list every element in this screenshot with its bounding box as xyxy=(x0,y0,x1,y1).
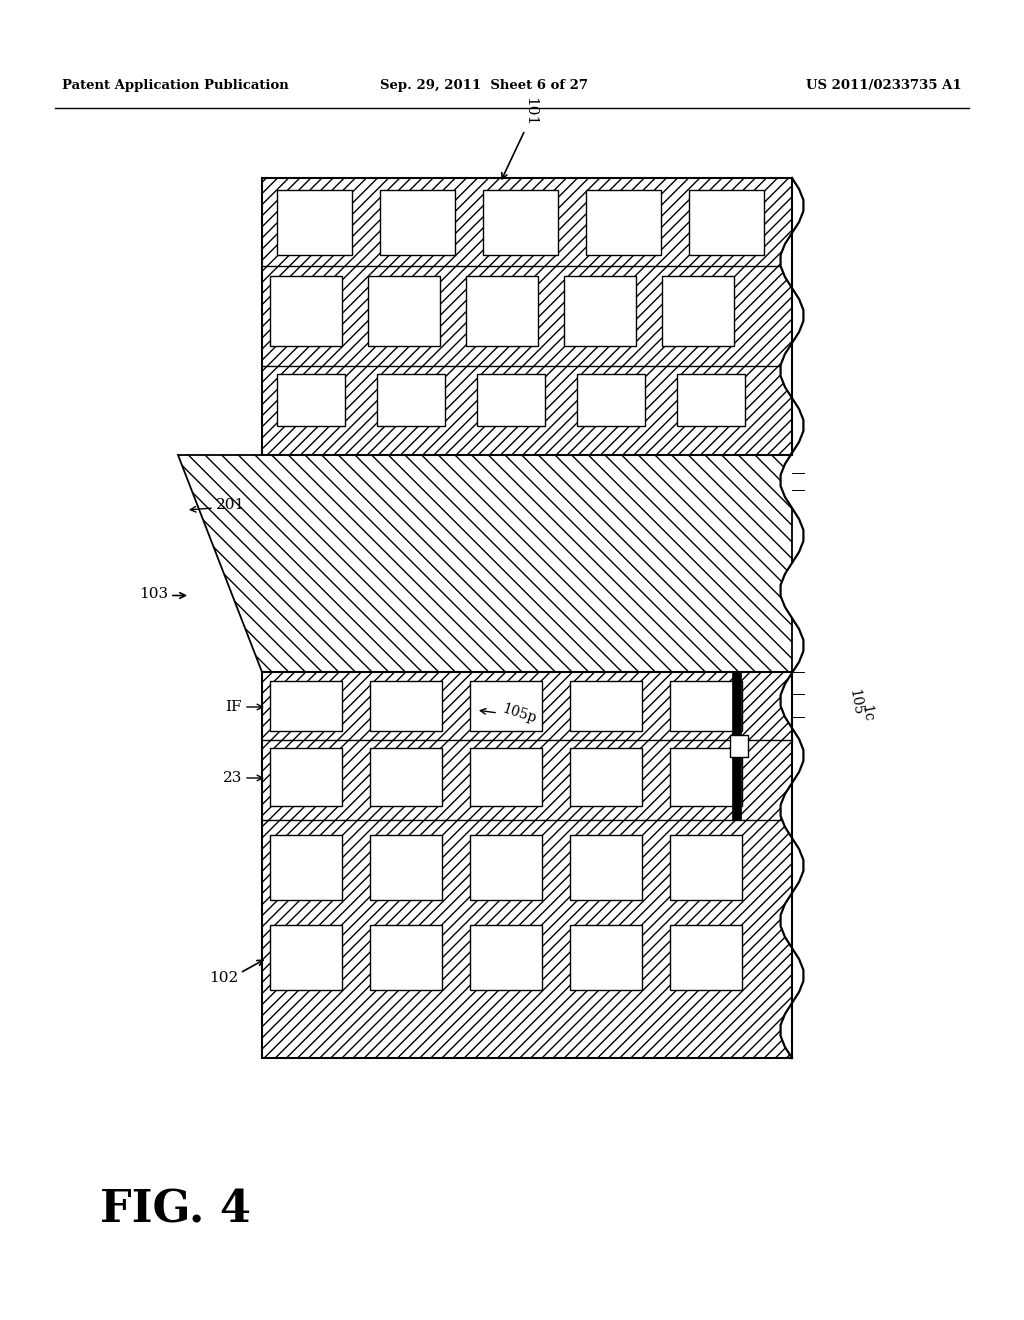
Bar xyxy=(370,836,442,900)
Bar xyxy=(270,836,342,900)
Bar xyxy=(570,925,642,990)
Bar xyxy=(262,672,792,1059)
Text: 1c: 1c xyxy=(858,705,874,723)
Bar xyxy=(570,836,642,900)
Text: 22: 22 xyxy=(809,644,825,664)
Bar xyxy=(470,748,542,807)
Bar xyxy=(262,178,792,455)
Bar xyxy=(466,276,538,346)
Bar xyxy=(670,748,742,807)
Text: 105p: 105p xyxy=(500,702,538,726)
Text: 22ps: 22ps xyxy=(822,659,842,694)
Bar xyxy=(586,190,662,255)
Bar xyxy=(732,672,741,820)
Text: US 2011/0233735 A1: US 2011/0233735 A1 xyxy=(806,78,962,91)
Text: 103: 103 xyxy=(139,586,168,601)
Bar xyxy=(270,748,342,807)
Text: Sep. 29, 2011  Sheet 6 of 27: Sep. 29, 2011 Sheet 6 of 27 xyxy=(380,78,588,91)
Bar xyxy=(689,190,764,255)
Bar xyxy=(380,190,455,255)
Bar xyxy=(470,836,542,900)
Bar xyxy=(670,681,742,731)
Text: Patent Application Publication: Patent Application Publication xyxy=(62,78,289,91)
Text: 202: 202 xyxy=(818,466,837,494)
Polygon shape xyxy=(178,455,792,672)
Text: 101: 101 xyxy=(523,96,537,125)
Bar xyxy=(577,374,645,426)
Text: FIG. 4: FIG. 4 xyxy=(100,1188,251,1232)
Text: 23: 23 xyxy=(222,771,242,785)
Bar xyxy=(270,681,342,731)
Bar xyxy=(677,374,745,426)
Bar xyxy=(270,276,342,346)
Text: 201: 201 xyxy=(216,498,246,512)
Bar xyxy=(370,681,442,731)
Bar xyxy=(662,276,734,346)
Bar xyxy=(564,276,636,346)
Bar xyxy=(368,276,440,346)
Bar xyxy=(370,748,442,807)
Bar xyxy=(370,925,442,990)
Bar xyxy=(477,374,545,426)
Bar xyxy=(483,190,558,255)
Text: 105: 105 xyxy=(846,688,864,717)
Polygon shape xyxy=(780,178,852,1059)
Bar xyxy=(670,925,742,990)
Bar xyxy=(570,681,642,731)
Bar xyxy=(670,836,742,900)
Text: 22pc: 22pc xyxy=(834,672,854,708)
Bar xyxy=(470,925,542,990)
Text: IF: IF xyxy=(225,700,242,714)
Text: 102: 102 xyxy=(209,972,238,985)
Text: 21: 21 xyxy=(808,388,827,403)
Text: f1: f1 xyxy=(806,465,822,480)
Bar xyxy=(270,925,342,990)
Bar xyxy=(730,735,748,756)
Bar xyxy=(262,178,792,455)
Bar xyxy=(262,672,792,1059)
Bar xyxy=(278,374,345,426)
Bar xyxy=(570,748,642,807)
Bar xyxy=(470,681,542,731)
Bar xyxy=(377,374,445,426)
Bar xyxy=(278,190,352,255)
